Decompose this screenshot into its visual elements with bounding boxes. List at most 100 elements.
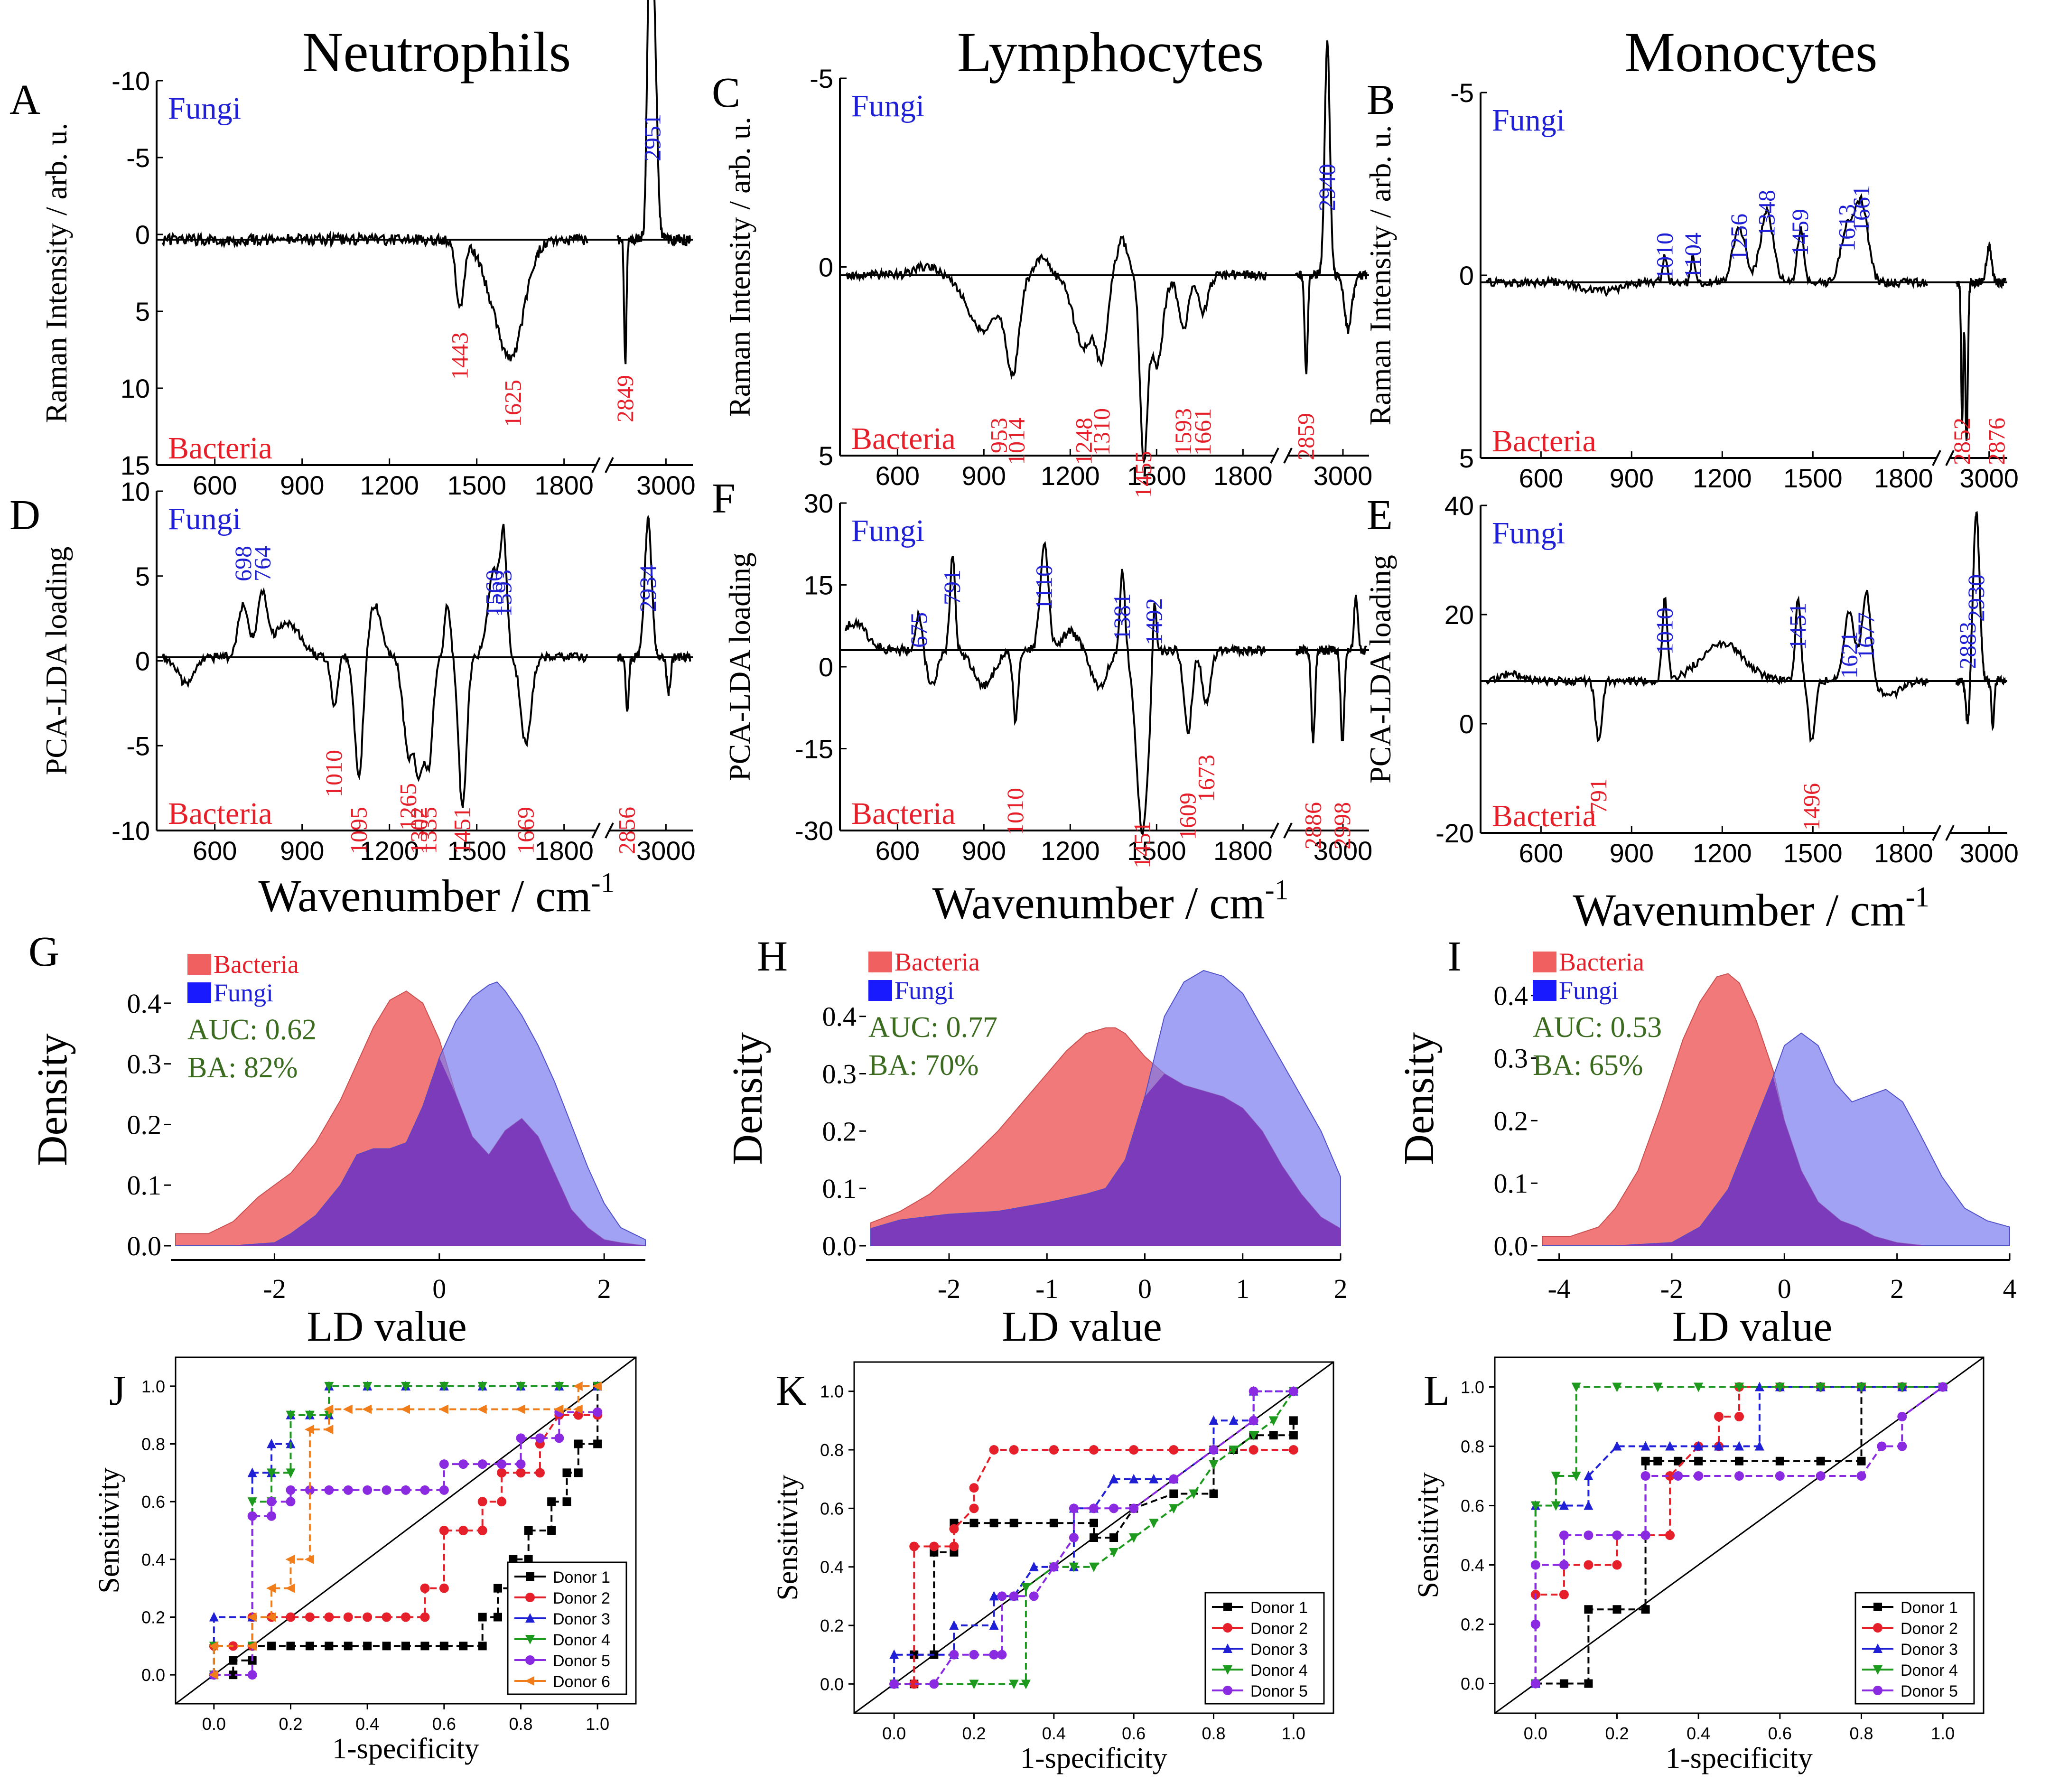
roc-marker (1069, 1503, 1079, 1513)
peak-label: 1673 (1193, 755, 1219, 802)
roc-curve (893, 1390, 1294, 1684)
spectrum-trace (617, 514, 691, 712)
y-tick-label: 0.4 (820, 1558, 844, 1577)
spectrum-trace (161, 230, 588, 362)
superscript: -1 (1906, 881, 1929, 913)
peak-label: 764 (249, 546, 275, 581)
roc-marker (1734, 1412, 1744, 1421)
roc-marker (401, 1381, 410, 1391)
roc-marker (573, 1404, 583, 1414)
roc-marker (1653, 1456, 1662, 1465)
spectrum-trace (845, 235, 1267, 465)
x-tick-label: 2 (1890, 1273, 1904, 1304)
y-tick-label: 0.8 (820, 1440, 844, 1460)
legend-label: Donor 1 (553, 1568, 610, 1587)
x-tick-label: 0.0 (202, 1714, 226, 1734)
panel-letter-E: E (1367, 492, 1393, 539)
roc-marker (989, 1445, 999, 1455)
spectrum-panel-B: 600 900 1200 1500 1800 3000 -5 0 5 B Fungi Bacteria (1367, 76, 2019, 493)
roc-marker (989, 1519, 998, 1528)
peak-label: 1010 (320, 750, 347, 797)
y-tick-label: 0.0 (1461, 1674, 1484, 1694)
wavenumber-axis-label: Wavenumber / cm-1 (258, 867, 615, 921)
roc-marker (525, 1613, 535, 1623)
roc-marker (324, 1612, 334, 1622)
roc-marker (459, 1642, 468, 1651)
x-tick-label: 0.0 (882, 1724, 906, 1743)
roc-marker (1129, 1445, 1139, 1455)
panel-letter-C: C (712, 69, 740, 116)
roc-marker (574, 1439, 583, 1448)
ba-label: BA: 82% (187, 1052, 298, 1084)
roc-marker (1551, 1501, 1561, 1511)
roc-marker (1938, 1382, 1948, 1392)
x-tick-label: -2 (1660, 1273, 1683, 1304)
roc-marker (1551, 1472, 1561, 1481)
legend-label: Donor 4 (1250, 1661, 1308, 1680)
roc-marker (573, 1381, 583, 1391)
y-tick-label: 0.4 (141, 1550, 165, 1569)
spectrum-panel-A: 600 900 1200 1500 1800 3000 -10 -5 0 5 10 15 A Fungi B… (9, 0, 696, 500)
roc-marker (305, 1642, 314, 1651)
peak-label: 1661 (1848, 185, 1874, 233)
roc-marker (363, 1642, 372, 1651)
roc-panel-K: 0.0 0.2 0.4 0.6 0.8 1.0 0.0 0.2 0.4 0.6 0.8 1.0 1-sp… (776, 1361, 1334, 1774)
roc-marker (382, 1612, 391, 1622)
wavenumber-axis-label: Wavenumber / cm-1 (932, 874, 1288, 928)
y-tick-label: 0.2 (1461, 1615, 1484, 1634)
spectrum-panel-D: 600 900 1200 1500 1800 3000 10 5 0 -5 -10 D Fungi Bac… (9, 476, 696, 866)
roc-marker (949, 1524, 959, 1534)
roc-marker (420, 1485, 430, 1495)
peak-label: 1010 (1002, 788, 1028, 835)
roc-marker (1268, 1416, 1278, 1426)
peak-label: 2849 (612, 375, 638, 422)
roc-marker (1249, 1386, 1258, 1396)
axis-break-mark (591, 457, 601, 473)
roc-marker (477, 1381, 487, 1391)
roc-marker (439, 1485, 449, 1495)
roc-marker (1816, 1471, 1826, 1481)
roc-marker (1223, 1623, 1232, 1633)
legend-label: Donor 1 (1250, 1599, 1308, 1617)
roc-marker (420, 1583, 430, 1593)
y-tick-label: 0.0 (822, 1231, 857, 1261)
y-tick-label: 0 (135, 646, 150, 676)
y-axis-label: Raman Intensity / arb. u. (39, 123, 73, 423)
roc-marker (1612, 1605, 1621, 1614)
y-tick-label: 5 (1459, 443, 1474, 473)
y-axis-label: Sensitivity (772, 1475, 804, 1600)
roc-marker (1665, 1471, 1675, 1481)
x-tick-label: 0.4 (1042, 1724, 1066, 1743)
roc-marker (1209, 1445, 1219, 1455)
roc-marker (1714, 1441, 1724, 1451)
roc-marker (554, 1433, 564, 1443)
roc-marker (1069, 1562, 1079, 1572)
roc-marker (1223, 1665, 1232, 1675)
roc-marker (439, 1526, 449, 1535)
peak-label: 2859 (1292, 413, 1319, 460)
roc-marker (1673, 1471, 1683, 1481)
peak-label: 1621 (1836, 631, 1862, 679)
roc-marker (524, 1526, 533, 1535)
x-tick-label: -1 (1035, 1273, 1058, 1304)
x-axis-label: 1-specificity (1666, 1742, 1813, 1774)
peak-label: 2876 (1983, 418, 2010, 465)
x-tick-label: -2 (938, 1273, 960, 1304)
roc-marker (1612, 1441, 1622, 1451)
roc-marker (1189, 1489, 1199, 1499)
axis-break-mark (1932, 450, 1941, 466)
roc-marker (1021, 1583, 1031, 1593)
roc-marker (929, 1679, 939, 1689)
auc-label: AUC: 0.53 (1533, 1011, 1662, 1044)
density-panel-G: -2 0 2 0.0 0.1 0.2 0.3 0.4 G LD value BacteriaFung… (28, 928, 646, 1350)
roc-marker (305, 1612, 315, 1622)
roc-marker (477, 1526, 487, 1535)
y-axis-label: Density (1396, 1032, 1443, 1165)
roc-marker (1584, 1500, 1593, 1510)
roc-marker (401, 1485, 410, 1495)
peak-label: 698 (230, 546, 256, 581)
peak-label: 1451 (1129, 821, 1155, 868)
roc-marker (969, 1519, 978, 1528)
y-tick-label: -5 (126, 731, 150, 761)
x-tick-label: 1500 (1127, 836, 1186, 866)
